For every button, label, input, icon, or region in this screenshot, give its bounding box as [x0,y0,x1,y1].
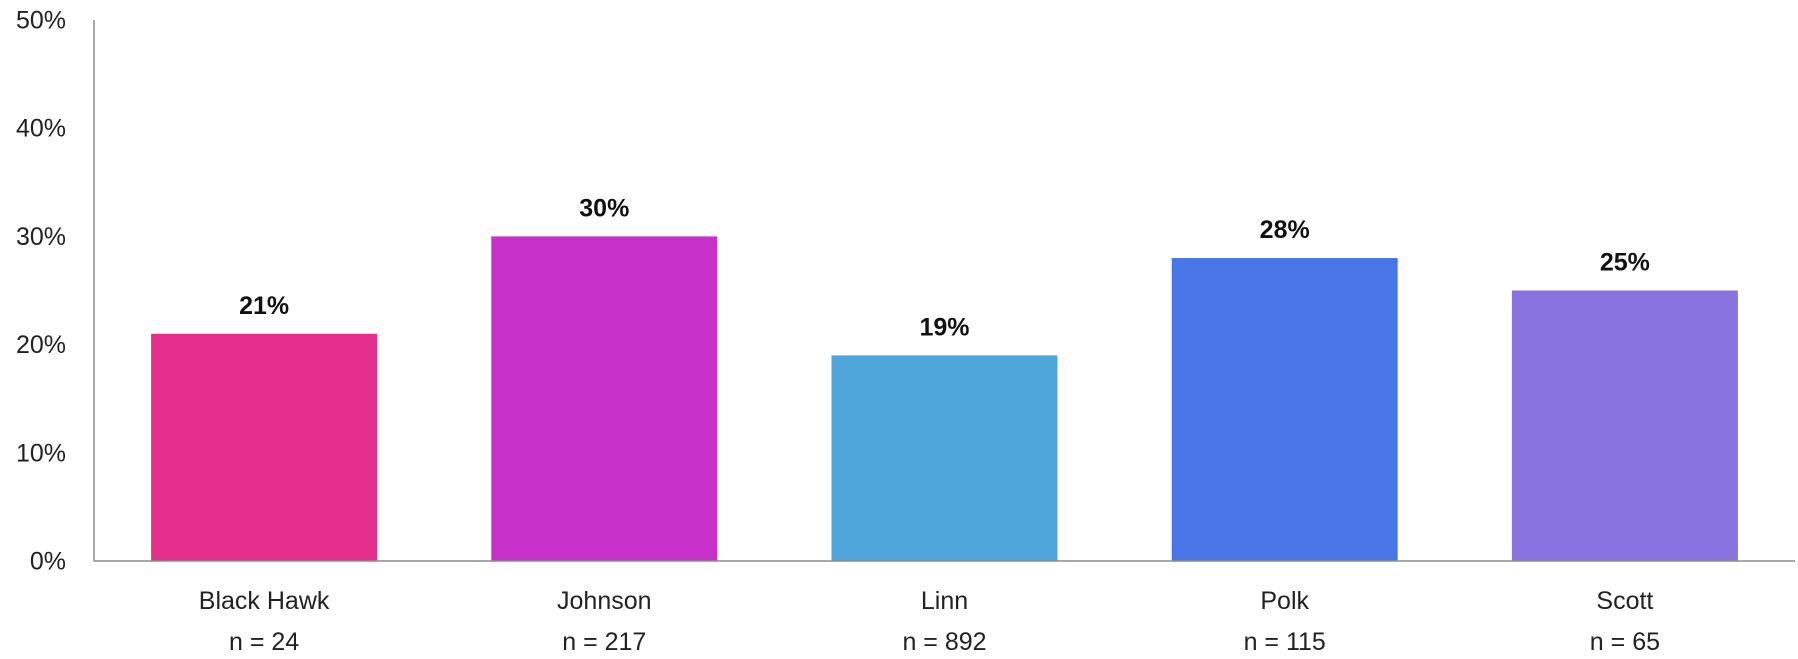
sample-size-label: n = 217 [562,628,646,654]
y-axis-ticks: 0% 10% 20% 30% 40% 50% [16,7,66,576]
bar [151,333,378,561]
y-tick-label: 50% [16,7,66,35]
bars [151,236,1738,561]
category-label: Polk [1260,587,1309,615]
data-label: 30% [579,194,629,222]
sample-size-label: n = 65 [1590,628,1660,654]
category-label: Scott [1596,587,1653,615]
bar [831,355,1058,561]
sample-size-label: n = 24 [229,628,299,654]
sample-size-label: n = 115 [1244,628,1326,654]
y-tick-label: 10% [16,439,66,467]
data-labels: 21% 30% 19% 28% 25% [239,194,1650,341]
bar [1171,258,1398,561]
category-label: Johnson [557,587,652,615]
data-label: 19% [919,313,969,341]
y-tick-label: 20% [16,331,66,359]
sample-size-label: n = 892 [902,628,986,654]
category-label: Linn [921,587,968,615]
data-label: 25% [1600,249,1650,277]
category-label: Black Hawk [199,587,330,615]
bar [1511,290,1738,561]
data-label: 28% [1260,216,1310,244]
category-labels: Black Hawk n = 24 Johnson n = 217 Linn n = 89… [199,587,1660,656]
y-tick-label: 0% [30,548,66,576]
y-tick-label: 40% [16,115,66,143]
data-label: 21% [239,292,289,320]
bar [491,236,718,561]
y-tick-label: 30% [16,223,66,251]
